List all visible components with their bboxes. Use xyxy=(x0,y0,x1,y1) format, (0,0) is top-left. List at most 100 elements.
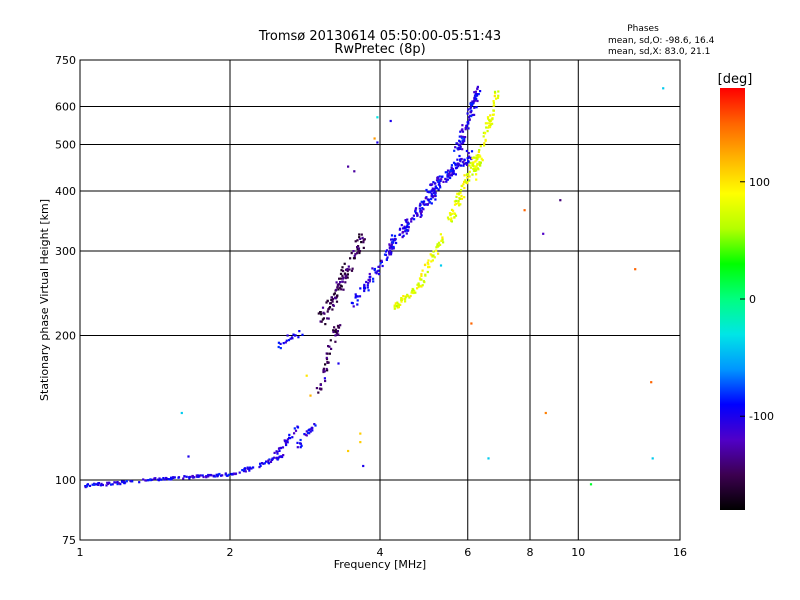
data-point xyxy=(464,181,468,184)
data-point xyxy=(332,297,335,301)
data-point xyxy=(241,469,244,472)
data-point xyxy=(427,199,430,202)
data-point xyxy=(434,186,437,189)
data-point xyxy=(391,238,394,241)
data-point xyxy=(467,152,470,155)
data-point xyxy=(278,455,281,459)
data-point xyxy=(310,426,313,429)
data-point xyxy=(454,173,457,176)
data-point xyxy=(423,263,427,267)
data-point xyxy=(455,166,459,169)
data-point xyxy=(286,439,289,442)
data-point xyxy=(454,162,457,165)
data-point xyxy=(334,328,337,331)
data-point xyxy=(357,250,360,253)
data-point xyxy=(124,481,127,484)
data-point xyxy=(449,214,452,217)
data-point xyxy=(285,339,288,342)
data-point xyxy=(294,429,298,432)
data-point xyxy=(434,182,437,185)
data-point xyxy=(263,462,266,465)
data-point xyxy=(376,116,379,119)
data-point xyxy=(191,474,194,478)
data-point xyxy=(427,263,430,266)
data-point xyxy=(337,362,340,365)
data-point xyxy=(259,464,262,467)
data-point xyxy=(93,483,96,486)
data-point xyxy=(483,142,486,145)
data-point xyxy=(404,300,407,303)
data-point xyxy=(421,269,424,272)
data-point xyxy=(478,149,481,152)
data-point xyxy=(288,433,291,436)
data-point xyxy=(404,230,407,233)
data-point xyxy=(438,175,441,178)
data-point xyxy=(195,474,198,477)
data-point xyxy=(346,276,349,279)
data-point xyxy=(300,444,303,447)
data-point xyxy=(317,312,320,315)
data-point xyxy=(327,345,330,348)
data-point xyxy=(389,249,392,252)
data-point xyxy=(309,430,312,433)
data-point xyxy=(473,96,476,99)
data-point xyxy=(401,297,404,301)
data-point xyxy=(467,108,470,111)
data-point xyxy=(406,224,409,227)
data-point xyxy=(352,305,355,308)
data-point xyxy=(467,120,470,123)
y-tick-label: 400 xyxy=(55,185,76,198)
y-tick-label: 75 xyxy=(62,534,76,547)
data-point xyxy=(328,306,332,309)
y-tick-label: 300 xyxy=(55,245,76,258)
data-point xyxy=(437,241,441,244)
data-point xyxy=(195,475,199,478)
data-point xyxy=(495,97,498,100)
data-point xyxy=(172,476,175,479)
data-point xyxy=(458,135,461,138)
data-point xyxy=(420,278,423,281)
data-point xyxy=(298,330,301,333)
data-point xyxy=(107,482,110,486)
data-point xyxy=(462,162,466,165)
data-point xyxy=(434,191,437,194)
data-point xyxy=(403,225,406,228)
data-point xyxy=(352,257,356,260)
data-point xyxy=(334,296,337,299)
data-point xyxy=(390,251,393,254)
data-point xyxy=(479,90,482,93)
data-point xyxy=(456,192,459,195)
data-point xyxy=(97,482,101,485)
data-point xyxy=(447,218,450,221)
data-point xyxy=(337,326,341,329)
data-point xyxy=(120,480,124,483)
data-point xyxy=(304,433,307,436)
data-point xyxy=(326,352,329,355)
data-point xyxy=(296,426,300,429)
data-point xyxy=(437,178,440,181)
data-point xyxy=(475,106,478,109)
data-point xyxy=(160,478,163,481)
data-point xyxy=(354,296,357,299)
stats-heading: Phases xyxy=(627,24,659,34)
data-point xyxy=(329,339,332,342)
data-point xyxy=(320,387,323,390)
data-point xyxy=(366,284,369,287)
data-point xyxy=(336,330,339,333)
data-point xyxy=(427,259,430,262)
data-point xyxy=(391,241,394,244)
data-point xyxy=(376,141,379,144)
data-point xyxy=(461,130,465,133)
data-point xyxy=(467,160,470,163)
data-point xyxy=(453,212,456,215)
data-point xyxy=(471,100,474,103)
data-point xyxy=(259,462,262,465)
data-point xyxy=(397,303,401,306)
data-point xyxy=(491,113,494,116)
data-point xyxy=(476,99,479,103)
data-point xyxy=(431,196,434,199)
data-point xyxy=(187,455,190,458)
data-point xyxy=(400,297,403,300)
data-point xyxy=(430,197,433,200)
data-point xyxy=(430,254,433,257)
